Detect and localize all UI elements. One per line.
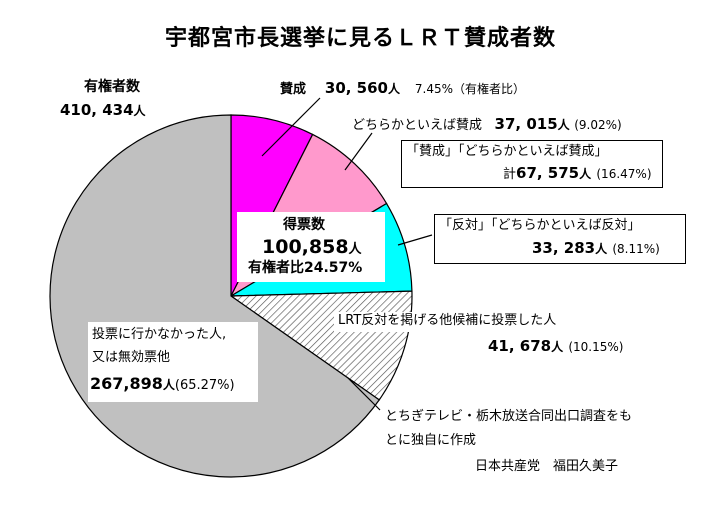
total-value: 410, 434	[60, 101, 134, 119]
combined-box	[401, 140, 663, 188]
absent-pct: (65.27%)	[174, 378, 235, 393]
other-line1-bg	[334, 312, 600, 332]
hantai-value-row: 33, 283人 (8.11%)	[532, 241, 660, 256]
combined-prefix: 計	[503, 167, 517, 182]
chart-title: 宇都宮市長選挙に見るＬＲＴ賛成者数	[165, 26, 557, 51]
tokuhyo-value: 100,858	[262, 236, 349, 258]
dochira-sansei-label-row: どちらかといえば賛成 37, 015人 (9.02%)	[352, 115, 622, 133]
tokuhyo-ratio: 有権者比24.57%	[248, 260, 363, 276]
other-pct: (10.15%)	[568, 340, 624, 354]
author: 日本共産党 福田久美子	[475, 459, 619, 474]
source-line2: とに独自に作成	[385, 433, 477, 448]
hantai-unit: 人	[595, 242, 608, 256]
hantai-box	[434, 214, 686, 264]
sansei-value: 30, 560	[324, 79, 388, 97]
other-unit: 人	[551, 340, 564, 354]
total-label: 有権者数	[84, 79, 140, 95]
absent-unit: 人	[162, 378, 175, 392]
hantai-line1: 「反対」「どちらかといえば反対」	[439, 218, 641, 233]
absent-line2: 又は無効票他	[92, 350, 171, 365]
other-value: 41, 678	[488, 337, 552, 355]
combined-value-row: 計67, 575人 (16.47%)	[503, 164, 652, 182]
combined-pct: (16.47%)	[596, 167, 652, 181]
absent-value-row: 267,898人(65.27%)	[90, 374, 235, 393]
dochira-sansei-value: 37, 015	[494, 115, 558, 133]
leader-line-sansei	[261, 97, 321, 157]
total-unit: 人	[133, 104, 146, 118]
sansei-label-row: 賛成 30, 560人 7.45%（有権者比）	[280, 79, 526, 97]
sansei-unit: 人	[388, 82, 401, 96]
leader-line-source	[347, 377, 381, 411]
combined-line1: 「賛成」「どちらかといえば賛成」	[406, 144, 608, 159]
tokuhyo-value-row: 100,858人	[262, 238, 362, 257]
leader-line-hantai	[397, 234, 433, 246]
tokuhyo-unit: 人	[348, 242, 362, 257]
sansei-name: 賛成	[280, 82, 307, 97]
total-value-row: 410, 434人	[60, 103, 146, 118]
dochira-sansei-unit: 人	[557, 118, 570, 132]
other-value-row: 41, 678人 (10.15%)	[488, 339, 623, 354]
tokuhyo-label: 得票数	[283, 217, 325, 233]
hantai-value: 33, 283	[532, 239, 596, 257]
combined-unit: 人	[579, 167, 592, 181]
absent-value: 267,898	[90, 374, 163, 393]
tokuhyo-box	[237, 212, 385, 282]
sansei-pct: 7.45%（有権者比）	[414, 82, 526, 96]
absent-box	[88, 322, 258, 402]
hantai-pct: (8.11%)	[612, 242, 660, 256]
dochira-sansei-name: どちらかといえば賛成	[352, 118, 483, 133]
absent-line1: 投票に行かなかった人,	[92, 327, 227, 342]
source-line1: とちぎテレビ・栃木放送合同出口調査をも	[385, 409, 633, 424]
leader-line-dochira-sansei	[344, 132, 373, 171]
other-line1: LRT反対を掲げる他候補に投票した人	[338, 313, 557, 328]
dochira-sansei-pct: (9.02%)	[574, 118, 622, 132]
combined-value: 67, 575	[516, 164, 580, 182]
